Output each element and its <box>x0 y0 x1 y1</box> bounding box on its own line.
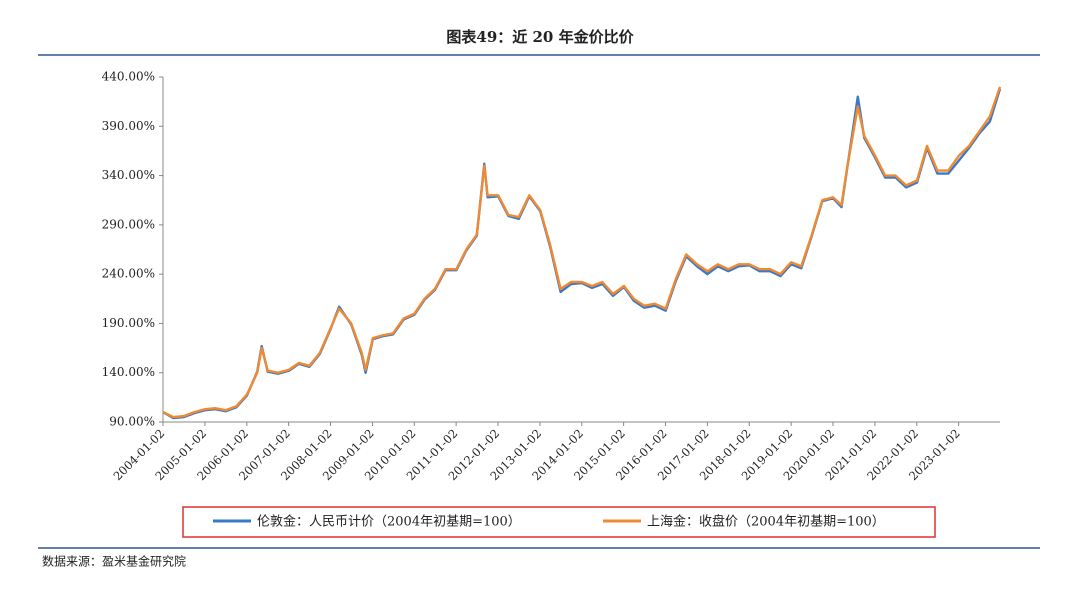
y-tick-label: 390.00% <box>102 119 155 133</box>
y-tick-label: 90.00% <box>109 415 155 429</box>
chart-title: 图表49：近 20 年金价比价 <box>446 28 634 46</box>
y-tick-label: 190.00% <box>102 316 155 330</box>
y-tick-label: 440.00% <box>102 70 155 84</box>
y-tick-label: 140.00% <box>102 365 155 379</box>
source-note: 数据来源：盈米基金研究院 <box>42 554 186 569</box>
legend-label: 伦敦金：人民币计价（2004年初基期=100） <box>257 514 521 530</box>
series-line <box>162 86 1002 419</box>
y-tick-label: 290.00% <box>102 217 155 231</box>
y-tick-label: 240.00% <box>102 267 155 281</box>
y-tick-label: 340.00% <box>102 168 155 182</box>
legend-box <box>182 506 936 538</box>
legend-label: 上海金：收盘价（2004年初基期=100） <box>647 514 885 530</box>
